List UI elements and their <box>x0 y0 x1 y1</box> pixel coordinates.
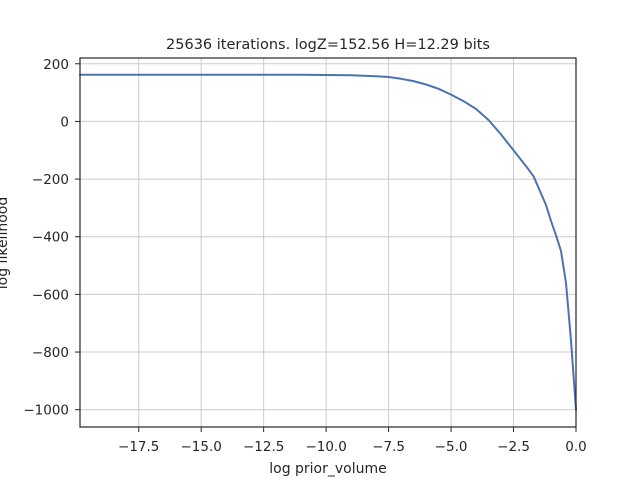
y-tick-label: −600 <box>32 287 69 303</box>
x-tick-label: −7.5 <box>372 439 405 455</box>
x-tick-label: −17.5 <box>118 439 159 455</box>
series-layer <box>79 73 577 411</box>
y-axis-ticks: 200 0 −200 −400 −600 −800 −1000 <box>23 57 80 419</box>
x-tick-label: −15.0 <box>181 439 222 455</box>
y-tick-label: −1000 <box>23 403 69 419</box>
x-axis-ticks: −17.5 −15.0 −12.5 −10.0 −7.5 −5.0 −2.5 0.0 <box>118 427 587 455</box>
series-line <box>79 73 577 411</box>
y-gridlines <box>80 63 576 411</box>
x-tick-label: −2.5 <box>497 439 530 455</box>
x-tick-label: −10.0 <box>305 439 346 455</box>
y-tick-label: −800 <box>32 345 69 361</box>
x-axis-label: log prior_volume <box>269 461 387 477</box>
y-tick-label: 0 <box>60 114 69 130</box>
y-tick-label: −200 <box>32 172 69 188</box>
plot-frame <box>79 57 577 428</box>
y-tick-label: −400 <box>32 230 69 246</box>
x-gridlines <box>138 58 577 427</box>
y-axis-label: log likelihood <box>0 197 11 289</box>
x-tick-label: −5.0 <box>435 439 468 455</box>
x-tick-label: 0.0 <box>565 439 586 455</box>
y-tick-label: 200 <box>43 57 69 73</box>
chart-title: 25636 iterations. logZ=152.56 H=12.29 bi… <box>166 37 490 53</box>
x-tick-label: −12.5 <box>243 439 284 455</box>
